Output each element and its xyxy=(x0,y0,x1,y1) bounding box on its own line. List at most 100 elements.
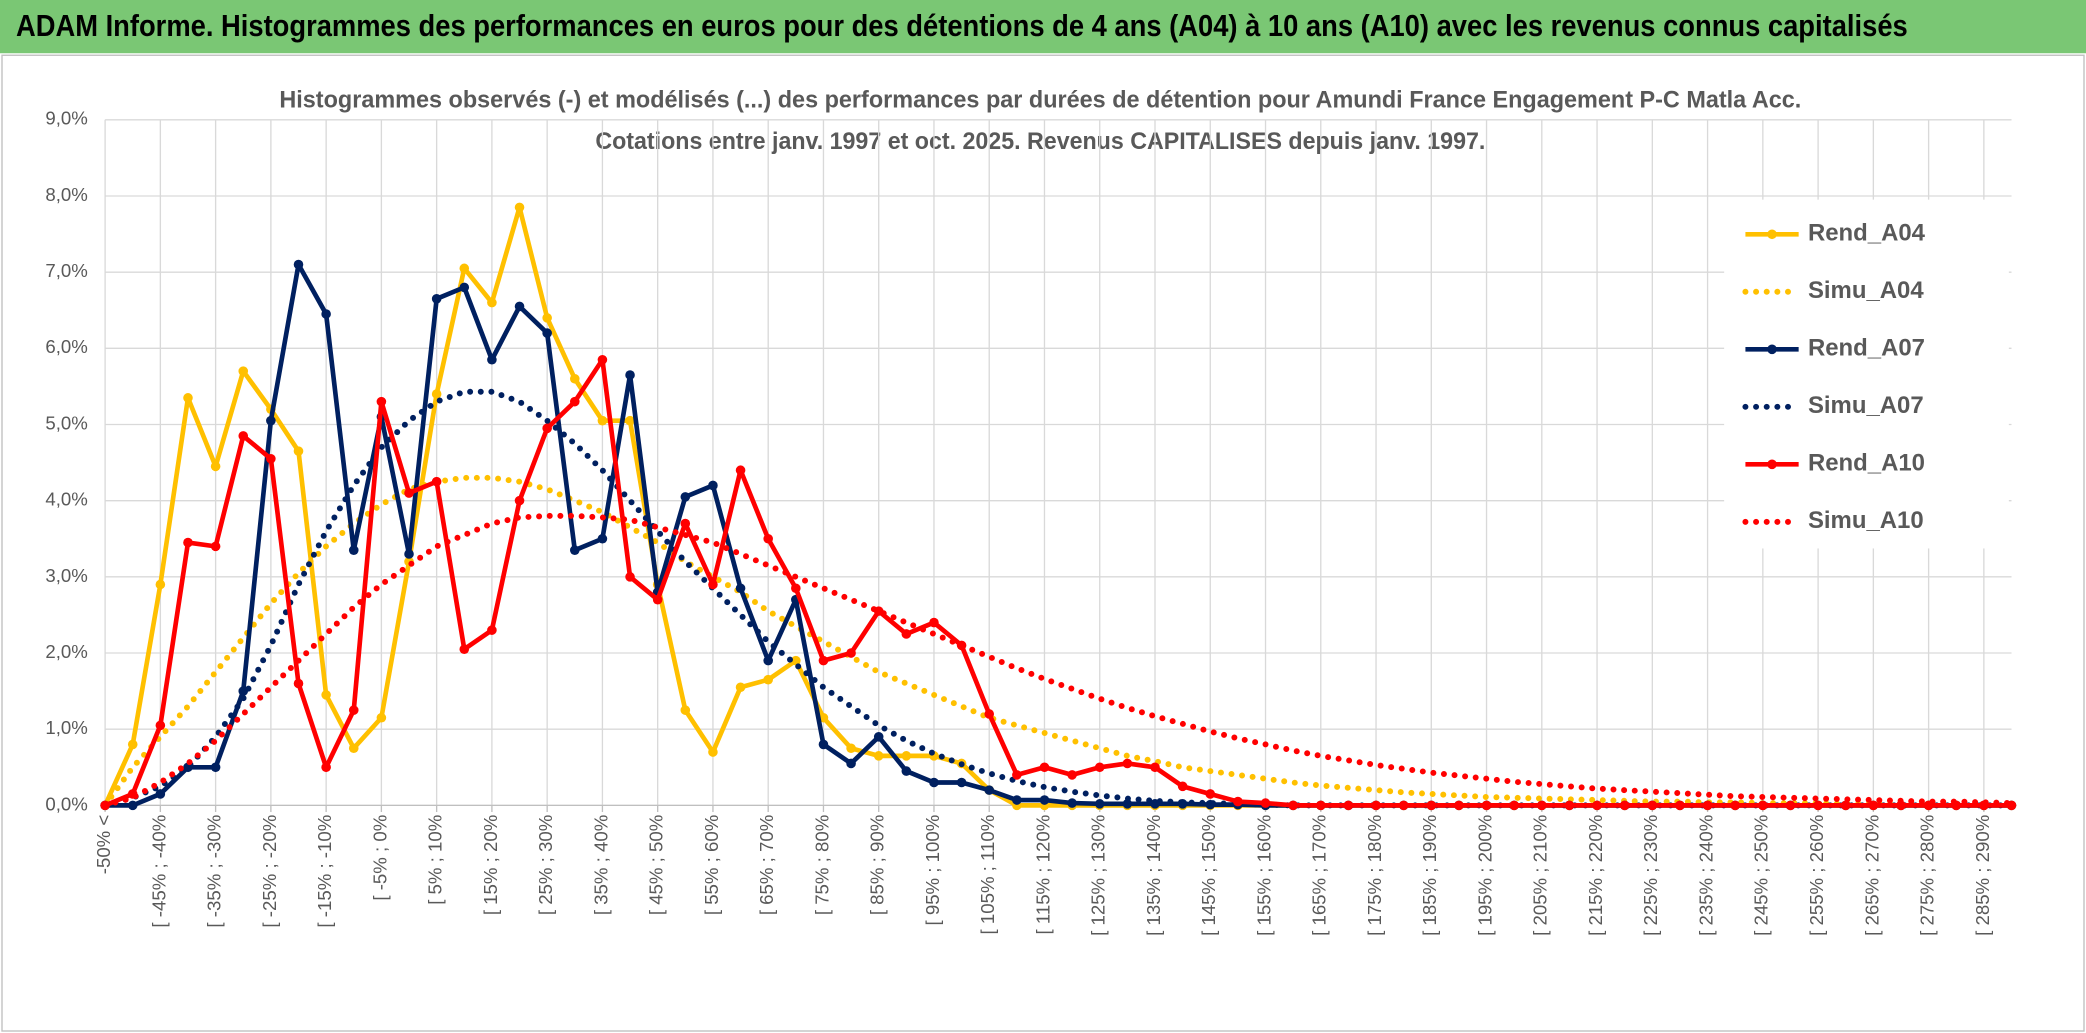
x-tick-label: [ 195% ; 200% xyxy=(1474,815,1495,936)
data-point xyxy=(1454,800,1464,811)
x-tick-label: [ 5% ; 10% xyxy=(425,815,446,905)
data-point xyxy=(597,415,608,426)
data-point xyxy=(376,396,387,407)
y-tick-label: 8,0% xyxy=(45,184,87,205)
data-point xyxy=(1371,800,1381,811)
data-point xyxy=(514,202,525,213)
data-point xyxy=(376,712,387,723)
legend: Rend_A04 Simu_A04 Rend_A07 Simu_A07 Rend_A10… xyxy=(1742,220,1926,534)
data-point xyxy=(1094,762,1105,773)
data-point xyxy=(431,389,442,399)
x-tick-label: [ 105% ; 110% xyxy=(977,815,998,935)
data-point xyxy=(901,629,912,639)
data-point xyxy=(321,309,331,319)
series-line xyxy=(104,357,2012,808)
data-point xyxy=(1592,800,1602,811)
data-point xyxy=(1122,758,1133,769)
data-point xyxy=(791,583,801,594)
data-point xyxy=(1150,762,1160,773)
x-tick-label: [ 135% ; 140% xyxy=(1143,815,1164,936)
data-point xyxy=(929,617,939,628)
x-tick-label: [ -25% ; -20% xyxy=(259,815,280,928)
data-point xyxy=(1343,800,1354,811)
data-point xyxy=(735,682,746,693)
data-point xyxy=(818,739,829,750)
data-point xyxy=(238,366,249,376)
data-point xyxy=(901,766,912,776)
data-point xyxy=(680,705,691,715)
plot xyxy=(100,202,2017,811)
x-tick-label: [ 95% ; 100% xyxy=(922,815,943,926)
x-tick-label: [ 155% ; 160% xyxy=(1253,815,1274,936)
header-bar xyxy=(0,0,2086,54)
data-point xyxy=(597,354,608,365)
legend-label: Rend_A07 xyxy=(1808,335,1925,362)
data-point xyxy=(1067,770,1077,780)
x-tick-label: [ -45% ; -40% xyxy=(148,815,169,928)
data-point xyxy=(266,453,276,464)
data-point xyxy=(763,674,773,685)
data-point xyxy=(155,789,166,799)
y-tick-label: 1,0% xyxy=(45,717,87,738)
x-tick-label: [ 145% ; 150% xyxy=(1198,815,1219,936)
data-point xyxy=(1260,798,1271,808)
y-tick-label: 4,0% xyxy=(45,489,87,510)
y-tick-label: 5,0% xyxy=(45,412,87,433)
chart-subtitle: Cotations entre janv. 1997 et oct. 2025.… xyxy=(595,128,1485,155)
x-tick-label: [ 255% ; 260% xyxy=(1806,815,1827,936)
data-point xyxy=(431,476,442,487)
data-point xyxy=(846,758,856,769)
data-point xyxy=(901,751,912,761)
data-point xyxy=(1012,795,1022,805)
y-tick-label: 3,0% xyxy=(45,565,87,586)
data-point xyxy=(1288,800,1298,811)
data-point xyxy=(1315,800,1326,811)
data-point xyxy=(1537,800,1547,811)
legend-label: Simu_A07 xyxy=(1808,392,1924,419)
legend-label: Rend_A04 xyxy=(1808,220,1926,247)
x-tick-label: [ 215% ; 220% xyxy=(1585,815,1606,936)
x-tick-label: [ 115% ; 120% xyxy=(1032,815,1053,935)
data-point xyxy=(1675,800,1685,811)
data-point xyxy=(1758,800,1768,811)
data-point xyxy=(210,541,221,552)
data-point xyxy=(956,777,967,788)
data-point xyxy=(514,495,525,506)
data-point xyxy=(183,393,193,403)
grid: 0,0% 1,0% 2,0% 3,0% 4,0% 5,0% 6,0% 7,0% 8,0% 9,0%… xyxy=(45,108,2012,936)
data-point xyxy=(1619,800,1630,811)
x-tick-label: [ 125% ; 130% xyxy=(1088,815,1109,936)
data-point xyxy=(873,732,884,742)
x-tick-label: [ 225% ; 230% xyxy=(1640,815,1661,936)
x-tick-label: [ 185% ; 190% xyxy=(1419,815,1440,936)
data-point xyxy=(1785,800,1796,811)
data-point xyxy=(1205,789,1216,799)
data-point xyxy=(348,705,359,715)
data-point xyxy=(791,655,801,666)
data-point xyxy=(487,297,497,308)
data-point xyxy=(514,301,525,312)
data-point xyxy=(1509,800,1519,811)
data-point xyxy=(1647,800,1658,811)
legend-label: Simu_A10 xyxy=(1808,507,1924,534)
y-tick-label: 2,0% xyxy=(45,641,87,662)
data-point xyxy=(818,655,829,666)
data-point xyxy=(625,370,635,380)
chart-border xyxy=(1,54,2085,1032)
legend-marker xyxy=(1767,344,1777,355)
x-tick-label: [ -5% ; 0% xyxy=(369,815,390,901)
data-point xyxy=(1840,800,1851,811)
x-tick-label: [ 75% ; 80% xyxy=(811,815,832,915)
data-point xyxy=(321,762,331,773)
x-tick-label: [ 85% ; 90% xyxy=(867,815,888,915)
data-point xyxy=(542,423,552,434)
data-point xyxy=(625,572,635,582)
data-point xyxy=(625,415,635,426)
data-point xyxy=(431,294,442,304)
data-point xyxy=(735,465,746,475)
data-point xyxy=(348,545,359,555)
data-point xyxy=(1039,762,1050,773)
x-tick-label: [ 205% ; 210% xyxy=(1530,815,1551,936)
